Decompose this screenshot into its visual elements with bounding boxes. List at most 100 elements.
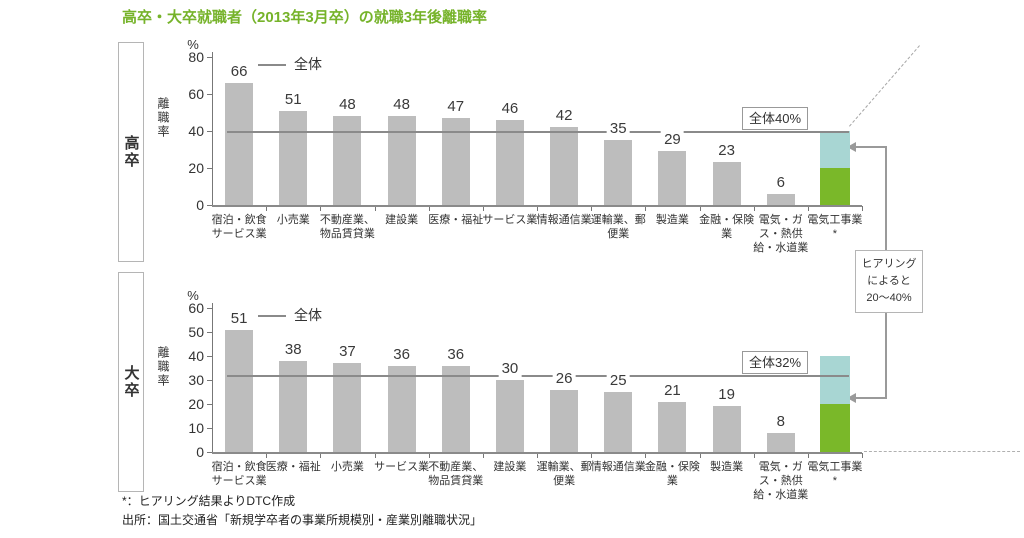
y-tick-label: 80 bbox=[188, 49, 204, 65]
x-tick-mark bbox=[591, 453, 593, 458]
category-label: 宿泊・飲食サービス業 bbox=[211, 461, 267, 488]
bar-value-label: 37 bbox=[336, 343, 359, 362]
arrowhead-bottom-icon bbox=[847, 393, 856, 403]
y-tick-label: 60 bbox=[188, 86, 204, 102]
arrowhead-top-icon bbox=[847, 142, 856, 152]
legend-overall-line-swatch bbox=[258, 315, 286, 317]
bar-value-label: 47 bbox=[444, 98, 468, 117]
x-tick-mark bbox=[320, 453, 322, 458]
bar-value-label: 21 bbox=[661, 381, 684, 400]
page-title: 高卒・大卒就職者（2013年3月卒）の就職3年後離職率 bbox=[122, 9, 488, 26]
x-tick-mark bbox=[537, 206, 538, 211]
chart-university-graduates: 大卒% 0 10 20 30 40 50 60 離職率 全体 51 宿泊・飲食サービス業 38 医療・福祉… bbox=[112, 270, 1024, 502]
bar-value-label: 36 bbox=[390, 345, 413, 364]
x-tick-mark bbox=[807, 206, 809, 211]
footnote-source: 出所：国土交通省「新規学卒者の事業所規模別・産業別離職状況」 bbox=[122, 512, 483, 527]
legend-overall-label: 全体 bbox=[294, 56, 322, 72]
y-axis-unit-label: % bbox=[187, 37, 199, 52]
bar-value-label: 48 bbox=[336, 96, 359, 115]
category-label: 小売業 bbox=[330, 461, 364, 473]
category-label: 製造業 bbox=[710, 461, 744, 473]
bar bbox=[604, 140, 633, 205]
x-tick-mark bbox=[645, 206, 647, 211]
y-tick-mark bbox=[207, 356, 212, 357]
y-tick-label: 20 bbox=[188, 396, 204, 412]
x-tick-mark bbox=[482, 453, 484, 458]
bar bbox=[495, 119, 524, 205]
x-axis-line bbox=[212, 205, 862, 207]
bar-value-label: 30 bbox=[498, 360, 522, 378]
bar bbox=[387, 365, 416, 452]
y-tick-mark bbox=[207, 168, 212, 169]
category-label: 小売業 bbox=[276, 214, 310, 226]
y-tick-mark bbox=[207, 308, 212, 309]
stacked-bar-segment bbox=[819, 168, 850, 205]
bar bbox=[766, 193, 795, 205]
y-axis-title: 離職率 bbox=[156, 97, 170, 139]
bar-value-label: 51 bbox=[227, 309, 251, 328]
bar bbox=[658, 401, 687, 452]
y-axis-line bbox=[212, 303, 213, 452]
y-tick-mark bbox=[207, 205, 212, 206]
legend-overall-label: 全体 bbox=[294, 307, 322, 323]
y-tick-label: 0 bbox=[196, 444, 204, 460]
group-label: 高卒 bbox=[122, 135, 140, 169]
bar bbox=[766, 432, 795, 452]
group-box: 高卒 bbox=[118, 42, 144, 262]
x-tick-mark bbox=[266, 453, 268, 458]
bar bbox=[550, 389, 579, 452]
x-tick-mark bbox=[753, 453, 755, 458]
bar-value-label: 35 bbox=[606, 120, 630, 139]
footnote-asterisk: *：ヒアリング結果よりDTC作成 bbox=[122, 494, 296, 508]
bar bbox=[387, 116, 416, 205]
annotation-line-1: ヒアリング bbox=[861, 258, 917, 270]
x-tick-mark bbox=[320, 206, 322, 211]
x-tick-mark bbox=[699, 453, 701, 458]
annotation-line-2: によると bbox=[867, 275, 911, 288]
y-axis-unit-label: % bbox=[187, 288, 199, 303]
x-tick-mark bbox=[862, 206, 863, 211]
bar bbox=[550, 127, 579, 205]
x-tick-mark bbox=[374, 206, 376, 211]
bar bbox=[712, 162, 741, 205]
bar-value-label: 23 bbox=[715, 142, 738, 161]
x-tick-mark bbox=[807, 453, 809, 458]
bar bbox=[495, 380, 524, 452]
bar-value-label: 38 bbox=[281, 340, 305, 359]
bar-value-label: 29 bbox=[661, 131, 684, 150]
bar-value-label: 8 bbox=[773, 412, 788, 431]
x-tick-mark bbox=[374, 453, 376, 458]
category-label: 不動産業、物品賃貸業 bbox=[428, 461, 484, 488]
category-label: 電気工事業* bbox=[807, 214, 863, 241]
overall-average-line bbox=[227, 131, 849, 133]
group-label: 大卒 bbox=[122, 365, 140, 399]
category-label: 電気・ガス・熱供給・水道業 bbox=[753, 461, 809, 502]
arrow-line-bottom bbox=[856, 397, 887, 399]
hearing-annotation-box: ヒアリング によると 20～40% bbox=[855, 250, 923, 314]
footnotes: *：ヒアリング結果よりDTC作成 出所：国土交通省「新規学卒者の事業所規模別・産… bbox=[122, 492, 482, 529]
y-tick-mark bbox=[207, 428, 212, 429]
stacked-bar-segment bbox=[819, 131, 850, 168]
category-label: サービス業 bbox=[374, 461, 430, 473]
y-tick-mark bbox=[207, 332, 212, 333]
category-label: 建設業 bbox=[385, 214, 419, 226]
bar bbox=[604, 392, 633, 452]
category-label: 金融・保険業 bbox=[644, 461, 700, 488]
bar-value-label: 25 bbox=[606, 372, 630, 390]
y-tick-label: 40 bbox=[188, 123, 204, 139]
x-tick-mark bbox=[428, 206, 430, 211]
x-tick-mark bbox=[753, 206, 755, 211]
category-label: 建設業 bbox=[493, 461, 527, 473]
y-tick-mark bbox=[207, 404, 212, 405]
bar bbox=[658, 151, 687, 205]
x-tick-mark bbox=[537, 453, 538, 458]
category-label: 宿泊・飲食サービス業 bbox=[211, 214, 267, 241]
bar-value-label: 42 bbox=[552, 107, 576, 126]
category-label: 医療・福祉 bbox=[265, 461, 321, 473]
bar-value-label: 26 bbox=[552, 369, 576, 388]
bar-value-label: 6 bbox=[773, 173, 788, 192]
chart-highschool-graduates: 高卒% 0 20 40 60 80 離職率 全体 66 宿泊・飲食サービス業 51 小売業 48 不動産業… bbox=[112, 37, 1024, 272]
x-tick-mark bbox=[591, 206, 593, 211]
x-tick-mark bbox=[699, 206, 701, 211]
